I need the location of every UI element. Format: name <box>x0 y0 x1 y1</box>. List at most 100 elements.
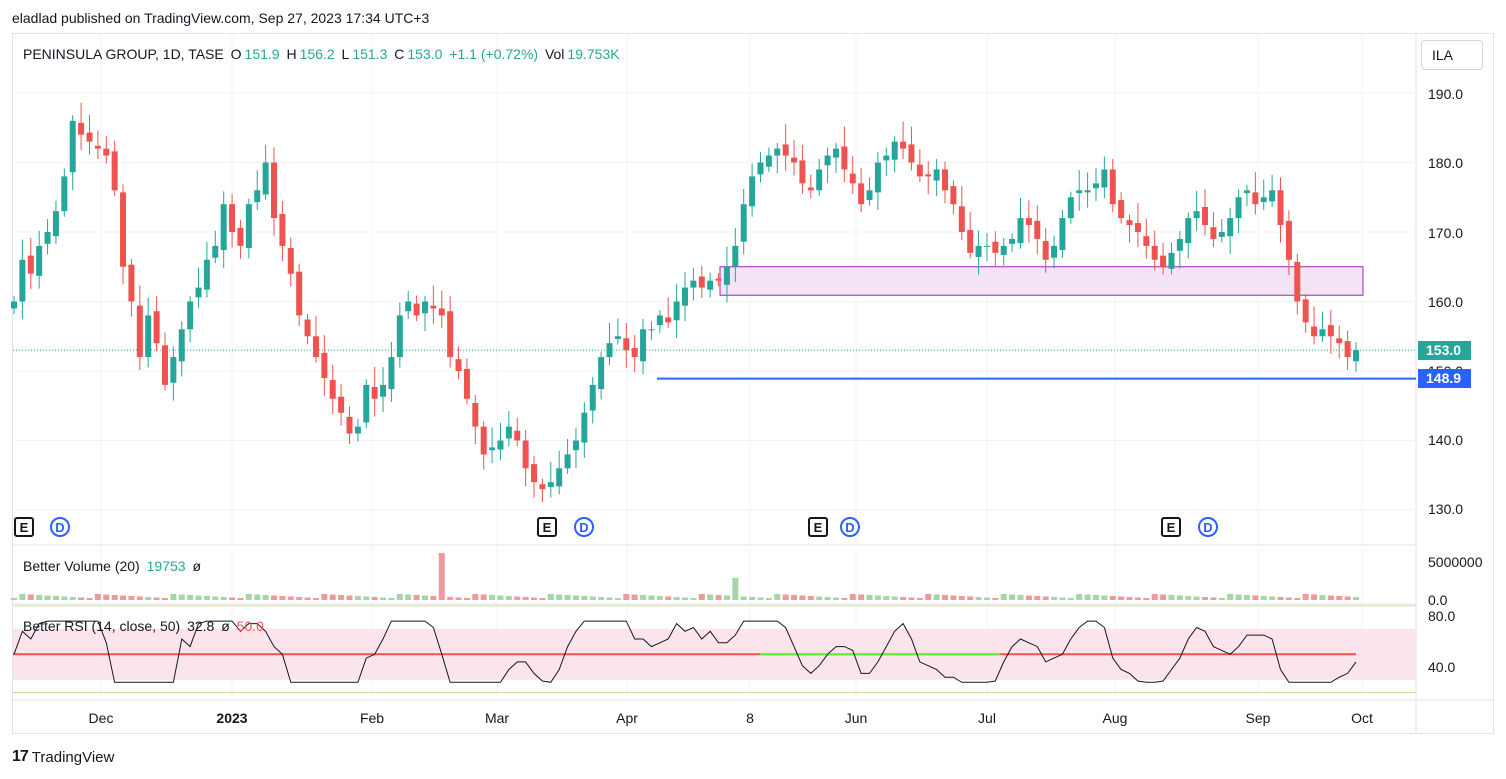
candle-body <box>824 155 831 166</box>
price-zone-rect <box>719 266 1364 296</box>
volume-bar <box>178 594 185 600</box>
tradingview-footer[interactable]: 17 TradingView <box>12 748 114 766</box>
volume-bar <box>321 594 328 600</box>
candle-body <box>170 357 177 383</box>
candle-body <box>866 190 873 201</box>
volume-bar <box>380 597 387 600</box>
volume-bar <box>438 553 445 600</box>
volume-bar <box>648 595 655 600</box>
volume-bar <box>1084 594 1091 600</box>
candle-body <box>480 426 487 455</box>
volume-bar <box>1344 596 1351 600</box>
earnings-marker[interactable]: E <box>14 517 34 537</box>
volume-bar <box>866 595 873 600</box>
candle-body <box>522 440 529 469</box>
currency-button[interactable]: ILA <box>1421 40 1483 70</box>
candle-body <box>774 148 781 156</box>
time-tick: Oct <box>1351 710 1373 726</box>
candle-body <box>858 183 865 205</box>
candle-body <box>1269 190 1276 202</box>
rsi-extra: ø <box>221 618 230 634</box>
candle-body <box>329 380 336 399</box>
volume-bar <box>556 594 563 600</box>
volume-bar <box>304 597 311 600</box>
volume-bar <box>153 597 160 600</box>
candle-body <box>715 278 722 281</box>
volume-bar <box>916 598 923 600</box>
close-label: C <box>394 46 405 62</box>
volume-title[interactable]: Better Volume (20) <box>23 558 140 574</box>
close-value: 153.0 <box>407 46 443 62</box>
candle-body <box>791 157 798 163</box>
volume-bar <box>1034 596 1041 600</box>
earnings-marker[interactable]: E <box>1161 517 1181 537</box>
volume-bar <box>1185 596 1192 600</box>
volume-bar <box>1285 597 1292 600</box>
volume-bar <box>682 597 688 600</box>
earnings-marker[interactable]: E <box>808 517 828 537</box>
candle-body <box>363 384 370 423</box>
volume-bar <box>1277 597 1284 600</box>
volume-bar <box>925 594 932 600</box>
rsi-title[interactable]: Better RSI (14, close, 50) <box>23 618 181 634</box>
candle-body <box>145 315 152 358</box>
rsi-level: 50.0 <box>236 618 264 634</box>
volume-bar <box>136 596 143 600</box>
volume-bar <box>203 596 210 600</box>
candle-body <box>514 430 521 441</box>
volume-bar <box>665 596 672 600</box>
dividend-marker[interactable]: D <box>840 517 860 537</box>
candle-body <box>1185 218 1192 244</box>
candle-body <box>338 396 345 413</box>
candle-body <box>975 245 982 258</box>
dividend-marker[interactable]: D <box>574 517 594 537</box>
volume-bar <box>765 598 772 600</box>
candle-body <box>405 301 412 312</box>
tradingview-brand: TradingView <box>31 748 115 766</box>
volume-bar <box>816 596 823 600</box>
chart-frame[interactable] <box>12 33 1494 734</box>
volume-bar <box>1134 597 1141 600</box>
candle-body <box>841 146 848 170</box>
candle-body <box>908 144 915 163</box>
volume-bar <box>120 595 127 600</box>
volume-bar <box>11 598 17 600</box>
time-tick: Feb <box>359 710 385 726</box>
volume-bar <box>1336 596 1343 600</box>
dividend-marker[interactable]: D <box>50 517 70 537</box>
candle-body <box>1168 252 1175 269</box>
candle-body <box>78 122 85 135</box>
volume-bar <box>371 597 378 600</box>
volume-bar <box>69 597 76 600</box>
candle-body <box>279 213 286 246</box>
candle-body <box>304 319 311 337</box>
volume-bar <box>640 595 647 600</box>
volume-bar <box>547 594 554 600</box>
volume-bar <box>1319 595 1326 600</box>
volume-bar <box>1260 596 1267 600</box>
price-tick: 140.0 <box>1428 432 1464 448</box>
candle-body <box>1017 218 1024 244</box>
volume-bar <box>237 598 244 600</box>
symbol-label[interactable]: PENINSULA GROUP, 1D, TASE <box>23 46 224 62</box>
candle-body <box>1143 236 1150 246</box>
candle-body <box>380 384 387 397</box>
volume-bar <box>254 594 261 600</box>
volume-bar <box>145 597 152 600</box>
volume-bar <box>1202 597 1209 600</box>
publisher-line: eladlad published on TradingView.com, Se… <box>12 10 430 26</box>
dividend-marker[interactable]: D <box>1198 517 1218 537</box>
candle-body <box>296 271 303 316</box>
candle-body <box>1302 299 1309 323</box>
candle-body <box>967 229 974 253</box>
volume-bar <box>782 594 789 600</box>
candle-body <box>1235 197 1242 219</box>
candle-body <box>757 162 764 175</box>
volume-bar <box>388 598 395 600</box>
earnings-marker[interactable]: E <box>537 517 557 537</box>
volume-bar <box>1076 594 1083 600</box>
price-tick: 190.0 <box>1428 86 1464 102</box>
candle-body <box>925 174 932 177</box>
candle-body <box>891 141 898 160</box>
